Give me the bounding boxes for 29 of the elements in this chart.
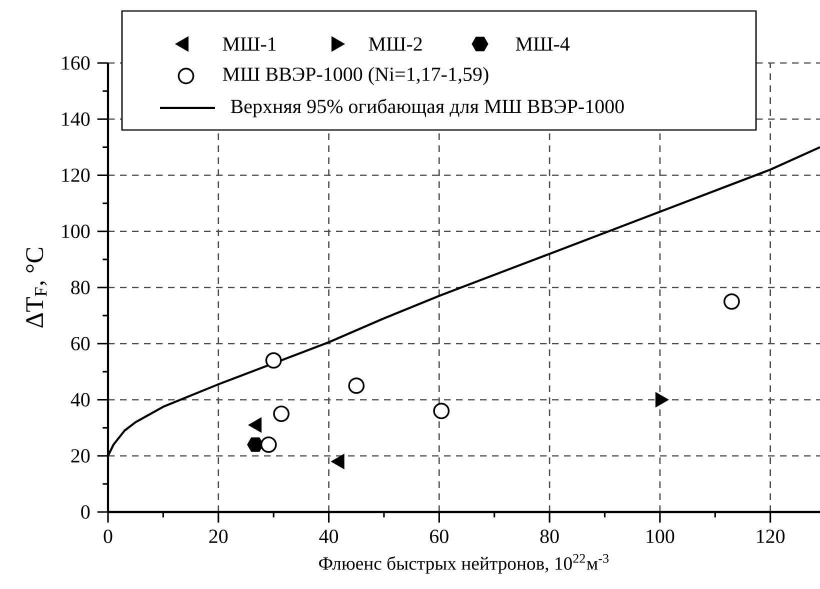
y-tick-label: 100 bbox=[62, 224, 90, 238]
y-tick-label: 140 bbox=[62, 112, 90, 126]
x-tick-label: 120 bbox=[757, 530, 785, 544]
legend-label: МШ ВВЭР-1000 (Ni=1,17-1,59) bbox=[222, 66, 488, 86]
point bbox=[723, 293, 740, 310]
point bbox=[260, 436, 277, 453]
y-tick-label: 20 bbox=[71, 449, 90, 463]
x-tick-label: 60 bbox=[430, 530, 448, 544]
point bbox=[273, 406, 290, 422]
point bbox=[265, 352, 282, 369]
x-tick-label: 40 bbox=[319, 530, 338, 544]
x-tick-label: 0 bbox=[104, 530, 112, 544]
x-tick-label: 20 bbox=[209, 530, 228, 544]
legend-label: МШ-1 bbox=[222, 37, 276, 51]
legend-label: МШ-2 bbox=[368, 37, 422, 51]
x-axis-title: Флюенс быстрых нейтронов, 10$^{22}$м$^{-3}$ bbox=[319, 554, 609, 574]
legend-label: МШ-4 bbox=[516, 37, 570, 51]
y-tick-label: 40 bbox=[70, 393, 90, 406]
point bbox=[433, 402, 450, 420]
point bbox=[348, 378, 365, 394]
y-axis-title: ΔT$_{F}$, °C bbox=[26, 248, 47, 328]
y-tick-label: 160 bbox=[62, 56, 90, 70]
y-tick-label: 60 bbox=[71, 336, 90, 350]
y-tick-label: 120 bbox=[62, 168, 90, 182]
y-tick-label: 80 bbox=[71, 280, 90, 294]
y-tick-label: 0 bbox=[81, 505, 90, 519]
x-tick-label: 100 bbox=[646, 530, 674, 544]
legend-label: Верхняя 95% огибающая для МШ ВВЭР-1000 bbox=[230, 98, 624, 118]
x-tick-label: 80 bbox=[540, 530, 559, 544]
